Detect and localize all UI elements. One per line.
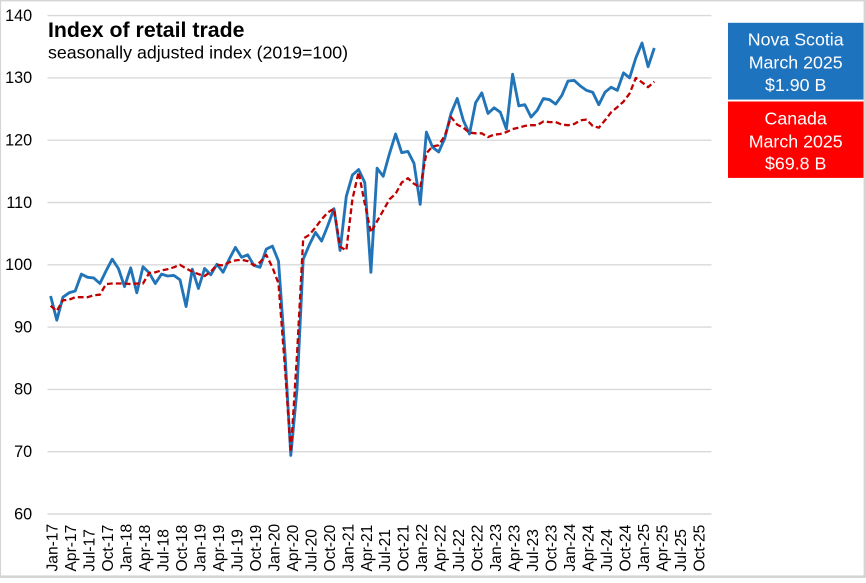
svg-text:Oct-23: Oct-23 [544, 525, 561, 572]
svg-text:90: 90 [14, 318, 32, 336]
svg-text:Jul-25: Jul-25 [673, 529, 690, 572]
svg-text:Oct-25: Oct-25 [691, 524, 708, 571]
svg-text:130: 130 [5, 69, 32, 87]
svg-text:$69.8 B: $69.8 B [765, 154, 826, 174]
svg-text:120: 120 [5, 132, 32, 150]
svg-text:Apr-24: Apr-24 [581, 524, 598, 571]
svg-text:Canada: Canada [765, 109, 827, 129]
svg-text:Oct-19: Oct-19 [248, 525, 265, 572]
svg-text:Jul-23: Jul-23 [525, 529, 542, 571]
svg-text:seasonally adjusted index (201: seasonally adjusted index (2019=100) [48, 43, 348, 63]
svg-text:Jan-25: Jan-25 [636, 523, 653, 571]
svg-text:Apr-25: Apr-25 [654, 524, 671, 571]
svg-text:Jan-23: Jan-23 [488, 524, 505, 572]
svg-text:Jan-20: Jan-20 [266, 523, 283, 571]
svg-text:Apr-23: Apr-23 [507, 525, 524, 572]
svg-text:Oct-18: Oct-18 [174, 525, 191, 572]
svg-text:Apr-17: Apr-17 [63, 525, 80, 572]
svg-text:March 2025: March 2025 [749, 52, 843, 72]
svg-text:Jul-20: Jul-20 [303, 529, 320, 572]
svg-text:March 2025: March 2025 [749, 131, 843, 151]
svg-text:70: 70 [14, 443, 32, 461]
svg-text:Jan-19: Jan-19 [192, 524, 209, 572]
svg-text:60: 60 [14, 505, 32, 523]
svg-text:Oct-21: Oct-21 [396, 525, 413, 572]
svg-text:Jul-17: Jul-17 [82, 529, 99, 571]
svg-text:Jan-21: Jan-21 [340, 524, 357, 572]
svg-text:80: 80 [14, 381, 32, 399]
svg-text:Jan-22: Jan-22 [414, 524, 431, 572]
svg-text:Jan-18: Jan-18 [119, 524, 136, 572]
svg-text:Index of retail trade: Index of retail trade [48, 18, 245, 42]
svg-text:Nova Scotia: Nova Scotia [748, 30, 844, 50]
svg-text:Oct-17: Oct-17 [100, 525, 117, 572]
svg-text:$1.90 B: $1.90 B [765, 75, 826, 95]
svg-text:Oct-20: Oct-20 [322, 524, 339, 571]
svg-text:Jul-24: Jul-24 [599, 529, 616, 572]
svg-text:Apr-22: Apr-22 [433, 525, 450, 572]
svg-text:Apr-20: Apr-20 [285, 524, 302, 571]
svg-text:100: 100 [5, 256, 32, 274]
svg-text:110: 110 [6, 194, 32, 212]
svg-text:Jul-21: Jul-21 [377, 529, 394, 571]
svg-text:Apr-19: Apr-19 [211, 525, 228, 572]
svg-text:Oct-24: Oct-24 [618, 524, 635, 571]
svg-text:Jul-18: Jul-18 [156, 529, 173, 571]
svg-text:Jul-22: Jul-22 [451, 529, 468, 571]
svg-text:Apr-18: Apr-18 [137, 525, 154, 572]
svg-text:140: 140 [5, 7, 32, 25]
svg-text:Jan-17: Jan-17 [45, 524, 62, 572]
svg-text:Jul-19: Jul-19 [229, 529, 246, 571]
svg-text:Oct-22: Oct-22 [470, 525, 487, 572]
svg-text:Jan-24: Jan-24 [562, 523, 579, 571]
svg-text:Apr-21: Apr-21 [359, 525, 376, 572]
